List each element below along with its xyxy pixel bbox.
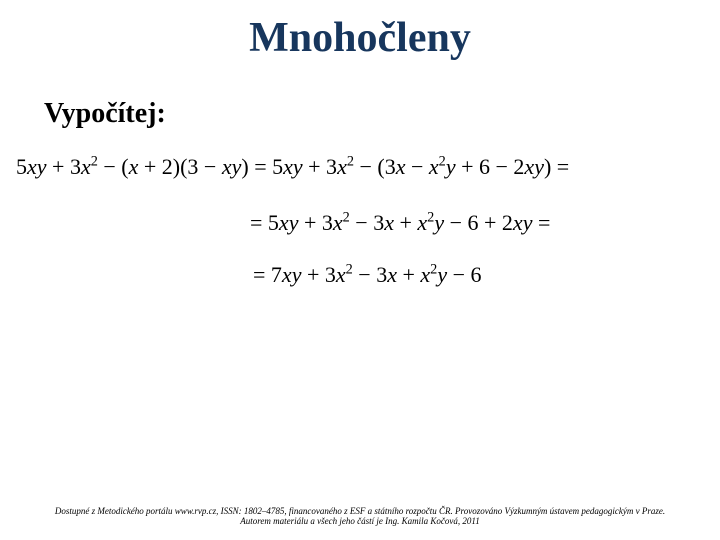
subtitle: Vypočítej: — [44, 98, 166, 130]
footer-line-2: Autorem materiálu a všech jeho částí je … — [0, 516, 720, 526]
math-line-1: 5xy + 3x2 − (x + 2)(3 − xy) = 5xy + 3x2 … — [16, 154, 569, 180]
slide: Mnohočleny Vypočítej: 5xy + 3x2 − (x + 2… — [0, 0, 720, 540]
math-line-3: = 7xy + 3x2 − 3x + x2y − 6 — [253, 262, 482, 288]
footer-line-1: Dostupné z Metodického portálu www.rvp.c… — [0, 506, 720, 516]
footer: Dostupné z Metodického portálu www.rvp.c… — [0, 506, 720, 527]
math-line-2: = 5xy + 3x2 − 3x + x2y − 6 + 2xy = — [250, 210, 550, 236]
page-title: Mnohočleny — [0, 14, 720, 62]
